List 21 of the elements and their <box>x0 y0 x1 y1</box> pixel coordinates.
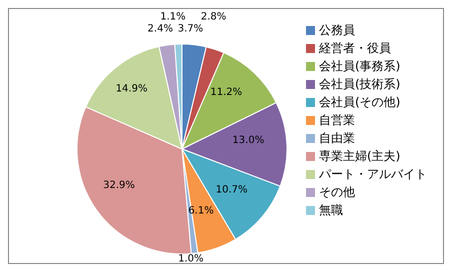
legend-label: 会社員(事務系) <box>319 59 400 73</box>
data-label: 13.0% <box>232 135 264 146</box>
legend-label: 経営者・役員 <box>319 41 391 55</box>
legend-label: 自営業 <box>319 113 355 127</box>
data-label: 1.0% <box>178 254 204 265</box>
legend-label: その他 <box>319 185 355 199</box>
data-label: 2.8% <box>200 12 226 22</box>
data-label: 1.1% <box>160 12 186 22</box>
legend-label: 会社員(その他) <box>319 95 400 109</box>
legend-label: 自由業 <box>319 131 355 145</box>
legend-label: 会社員(技術系) <box>319 77 400 91</box>
legend-label: 専業主婦(主夫) <box>319 149 400 163</box>
data-label: 2.4% <box>148 24 173 34</box>
data-label: 3.7% <box>178 24 204 34</box>
data-label: 32.9% <box>103 180 135 192</box>
legend-label: パート・アルバイト <box>319 167 427 181</box>
data-label: 14.9% <box>116 83 148 94</box>
legend-label: 無職 <box>319 203 343 217</box>
data-label: 10.7% <box>216 184 248 196</box>
data-label: 11.2% <box>210 86 242 98</box>
legend-label: 公務員 <box>319 23 355 37</box>
